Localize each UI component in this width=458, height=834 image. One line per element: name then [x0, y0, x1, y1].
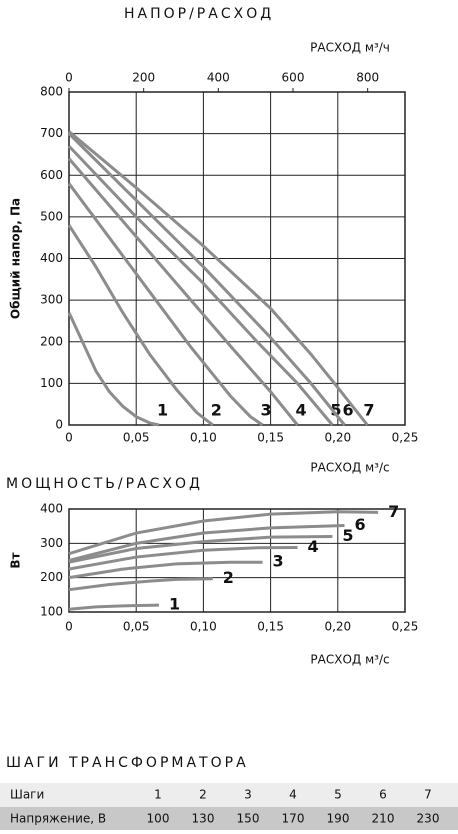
y-tick-label: 700	[40, 126, 63, 140]
x-tick-label: 0	[65, 620, 73, 634]
x-tick-label: 0	[65, 431, 73, 445]
y-tick-label: 300	[40, 536, 63, 550]
series-label: 1	[169, 595, 180, 614]
table-cell: 100	[147, 812, 170, 826]
series-label: 4	[295, 401, 306, 420]
x2-tick-label: 400	[207, 71, 230, 85]
x-tick-label: 0,25	[392, 431, 419, 445]
curve	[68, 510, 379, 556]
y-tick-label: 0	[55, 418, 63, 432]
series-label: 7	[363, 401, 374, 420]
series-label: 2	[211, 401, 222, 420]
table-cell: Шаги	[10, 788, 44, 802]
x-tick-label: 0,10	[190, 620, 217, 634]
series-label: 2	[223, 568, 234, 587]
series-label: 7	[388, 502, 399, 521]
table-cell: Напряжение, В	[10, 812, 106, 826]
x-tick-label: 0,20	[324, 431, 351, 445]
x-axis-label: РАСХОД м³/с	[310, 653, 389, 667]
table-row	[0, 807, 458, 831]
plot-frame	[68, 91, 406, 426]
series-label: 5	[330, 401, 341, 420]
table-cell: 4	[289, 788, 297, 802]
table-cell: 5	[334, 788, 342, 802]
y-tick-label: 100	[40, 605, 63, 619]
series-label: 5	[342, 526, 353, 545]
y-tick-label: 200	[40, 334, 63, 348]
table-title: ШАГИ ТРАНСФОРМАТОРА	[6, 755, 249, 771]
x2-tick-label: 0	[65, 71, 73, 85]
y-tick-label: 500	[40, 209, 63, 223]
curve	[67, 132, 346, 426]
y-tick-label: 400	[40, 251, 63, 265]
table-cell: 170	[282, 812, 305, 826]
y-tick-label: 100	[40, 376, 63, 390]
curve	[67, 311, 160, 427]
x-axis-label: РАСХОД м³/с	[310, 461, 389, 475]
table-cell: 150	[237, 812, 260, 826]
x-tick-label: 0,05	[123, 620, 150, 634]
x2-tick-label: 600	[282, 71, 305, 85]
y-tick-label: 200	[40, 570, 63, 584]
table-cell: 210	[372, 812, 395, 826]
table-cell: 130	[192, 812, 215, 826]
table-cell: 3	[244, 788, 252, 802]
x-tick-label: 0,15	[257, 620, 284, 634]
x-tick-label: 0,25	[392, 620, 419, 634]
y-tick-label: 300	[40, 293, 63, 307]
table-cell: 6	[379, 788, 387, 802]
table-row	[0, 783, 458, 807]
y-tick-label: 400	[40, 502, 63, 516]
curve	[67, 182, 264, 427]
x-tick-label: 0,10	[190, 431, 217, 445]
series-label: 3	[261, 401, 272, 420]
curve	[68, 603, 160, 611]
y-axis-label: Общий напор, Па	[9, 198, 23, 319]
x2-tick-label: 200	[132, 71, 155, 85]
series-label: 4	[307, 537, 318, 556]
curve	[67, 224, 214, 427]
table-cell: 1	[154, 788, 162, 802]
series-label: 1	[157, 401, 168, 420]
curve	[67, 157, 299, 426]
x-tick-label: 0,05	[123, 431, 150, 445]
series-label: 6	[355, 515, 366, 534]
table-cell: 7	[424, 788, 432, 802]
x-tick-label: 0,20	[324, 620, 351, 634]
x2-axis-label: РАСХОД м³/ч	[310, 41, 390, 55]
curve	[68, 545, 298, 571]
y-tick-label: 800	[40, 85, 63, 99]
table-cell: 230	[417, 812, 440, 826]
series-label: 3	[273, 552, 284, 571]
chart-title: НАПОР/РАСХОД	[124, 6, 274, 22]
x2-tick-label: 800	[356, 71, 379, 85]
table-cell: 190	[327, 812, 350, 826]
y-tick-label: 600	[40, 168, 63, 182]
curve	[68, 560, 263, 580]
chart-title: МОЩНОСТЬ/РАСХОД	[6, 476, 203, 492]
y-axis-label: Вт	[9, 552, 23, 568]
series-label: 6	[343, 401, 354, 420]
curve	[67, 145, 334, 426]
x-tick-label: 0,15	[257, 431, 284, 445]
table-cell: 2	[199, 788, 207, 802]
curve	[68, 577, 213, 592]
curve	[68, 130, 369, 426]
curve	[68, 534, 333, 564]
curve	[68, 523, 345, 562]
